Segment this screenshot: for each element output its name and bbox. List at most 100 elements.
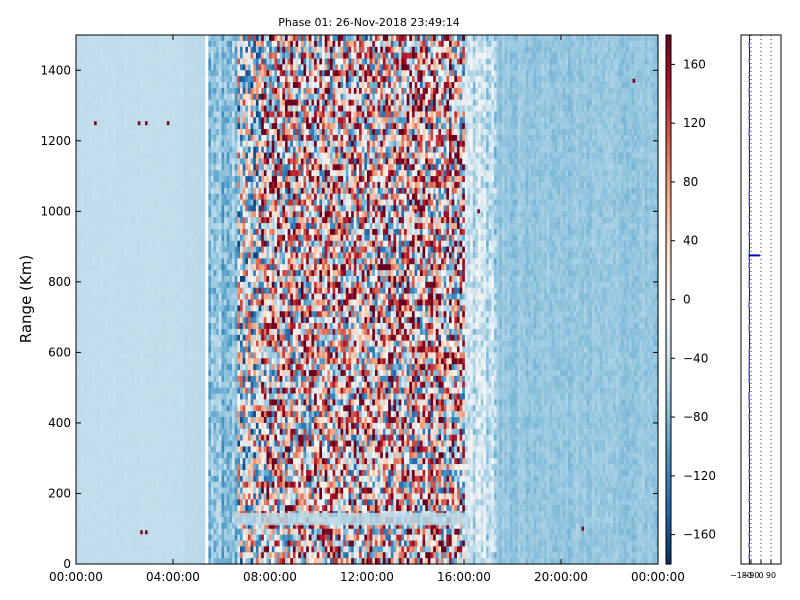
heatmap-cell <box>91 234 96 242</box>
heatmap-cell <box>126 240 130 248</box>
heatmap-cell <box>89 440 93 448</box>
heatmap-cell <box>99 187 104 195</box>
heatmap-cell <box>110 440 114 448</box>
heatmap-cell <box>86 99 90 107</box>
heatmap-cell <box>126 123 130 130</box>
heatmap-cell <box>107 187 111 195</box>
heatmap-cell <box>99 399 104 406</box>
heatmap-cell <box>78 346 82 353</box>
heatmap-cell <box>102 140 106 148</box>
heatmap-cell <box>86 46 90 54</box>
heatmap-cell <box>105 211 109 218</box>
heatmap-cell <box>123 499 127 506</box>
heatmap-cell <box>113 264 117 271</box>
heatmap-cell <box>113 499 117 506</box>
heatmap-cell <box>91 146 96 154</box>
heatmap-cell <box>81 35 85 42</box>
heatmap-cell <box>78 446 82 453</box>
heatmap-cell <box>120 358 125 365</box>
heatmap-cell <box>78 187 82 195</box>
heatmap-cell <box>94 164 98 171</box>
heatmap-cell <box>94 528 98 536</box>
heatmap-cell <box>107 299 111 306</box>
heatmap-cell <box>128 82 133 89</box>
heatmap-cell <box>99 93 104 101</box>
heatmap-cell <box>81 64 85 71</box>
heatmap-cell <box>102 393 106 401</box>
heatmap-cell <box>113 99 117 107</box>
heatmap-cell <box>76 287 80 295</box>
heatmap-cell <box>123 140 127 148</box>
heatmap-cell <box>123 82 127 89</box>
heatmap-cell <box>99 381 104 389</box>
heatmap-cell <box>123 522 127 530</box>
heatmap-cell <box>110 64 114 71</box>
heatmap-cell <box>113 317 117 324</box>
heatmap-cell <box>81 187 85 195</box>
heatmap-cell <box>89 193 93 201</box>
heatmap-cell <box>86 170 90 177</box>
heatmap-cell <box>81 105 85 113</box>
heatmap-cell <box>99 370 104 377</box>
heatmap-cell <box>115 399 119 406</box>
heatmap-cell <box>105 370 109 377</box>
heatmap-cell <box>126 76 130 83</box>
heatmap-cell <box>115 46 119 54</box>
heatmap-cell <box>91 52 96 60</box>
heatmap-cell <box>128 305 133 312</box>
heatmap-cell <box>83 317 88 324</box>
heatmap-cell <box>110 52 114 60</box>
heatmap-cell <box>118 275 122 283</box>
heatmap-cell <box>86 228 90 236</box>
heatmap-cell <box>78 93 82 101</box>
heatmap-cell <box>120 64 125 71</box>
heatmap-cell <box>76 170 80 177</box>
heatmap-cell <box>78 434 82 442</box>
heatmap-cell <box>91 364 96 371</box>
heatmap-cell <box>81 40 85 48</box>
heatmap-cell <box>123 481 127 489</box>
heatmap-cell <box>128 58 133 65</box>
heatmap-cell <box>115 358 119 365</box>
heatmap-cell <box>113 93 117 101</box>
heatmap-cell <box>110 487 114 495</box>
heatmap-cell <box>76 469 80 477</box>
heatmap-cell <box>91 223 96 230</box>
heatmap-cell <box>81 552 85 559</box>
heatmap-cell <box>76 64 80 71</box>
heatmap-cell <box>76 93 80 101</box>
heatmap-cell <box>83 487 88 495</box>
heatmap-cell <box>113 481 117 489</box>
heatmap-cell <box>81 487 85 495</box>
heatmap-cell <box>89 228 93 236</box>
heatmap-cell <box>83 511 88 518</box>
heatmap-cell <box>78 146 82 154</box>
heatmap-cell <box>89 87 93 95</box>
heatmap-cell <box>126 399 130 406</box>
heatmap-cell <box>78 82 82 89</box>
heatmap-cell <box>126 199 130 207</box>
heatmap-cell <box>105 417 109 424</box>
heatmap-cell <box>120 364 125 371</box>
chart-title: Phase 01: 26-Nov-2018 23:49:14 <box>278 16 460 29</box>
heatmap-cells <box>76 35 659 565</box>
heatmap-cell <box>97 134 101 142</box>
heatmap-cell <box>91 117 96 124</box>
heatmap-cell <box>78 117 82 124</box>
heatmap-cell <box>81 334 85 342</box>
heatmap-cell <box>128 164 133 171</box>
heatmap-cell <box>123 170 127 177</box>
heatmap-cell <box>83 228 88 236</box>
heatmap-cell <box>107 358 111 365</box>
heatmap-cell <box>126 405 130 412</box>
heatmap-cell <box>91 469 96 477</box>
heatmap-cell <box>94 193 98 201</box>
heatmap-cell <box>81 164 85 171</box>
heatmap-cell <box>110 458 114 465</box>
heatmap-cell <box>107 240 111 248</box>
heatmap-cell <box>97 516 101 524</box>
heatmap-cell <box>113 311 117 318</box>
heatmap-cell <box>94 446 98 453</box>
heatmap-cell <box>99 99 104 107</box>
heatmap-cell <box>115 99 119 107</box>
